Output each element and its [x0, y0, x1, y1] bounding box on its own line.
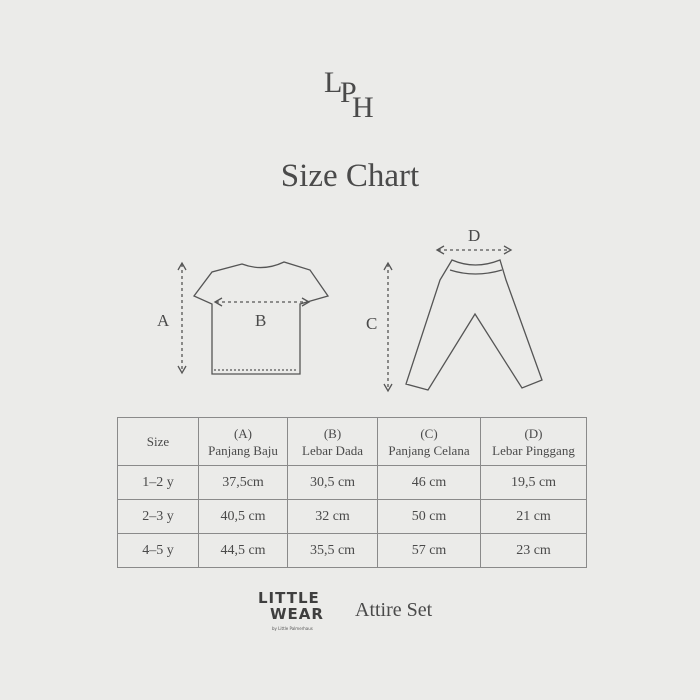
cell: 37,5cm	[198, 465, 288, 500]
product-name: Attire Set	[355, 599, 433, 621]
cell: 35,5 cm	[287, 533, 378, 568]
svg-text:L: L	[324, 66, 342, 99]
svg-text:P: P	[340, 76, 357, 109]
cell: 23 cm	[480, 533, 587, 568]
little-wear-logo: LITTLE WEAR by Little Palmerhaus	[258, 589, 324, 631]
label-c: C	[366, 314, 378, 333]
cell: 57 cm	[377, 533, 481, 568]
cell: 30,5 cm	[287, 465, 378, 500]
cell: 40,5 cm	[198, 499, 288, 534]
lph-logo: L P H	[324, 66, 374, 122]
cell: 1–2 y	[117, 465, 199, 500]
cell: 21 cm	[480, 499, 587, 534]
cell: 2–3 y	[117, 499, 199, 534]
label-a: A	[157, 311, 170, 330]
table-header-row: Size (A) Panjang Baju (B) Lebar Dada (C) Pa…	[117, 417, 587, 466]
pants-outline	[405, 259, 543, 391]
cell: 19,5 cm	[480, 465, 587, 500]
tshirt-outline	[192, 261, 330, 375]
header-d: (D) Lebar Pinggang	[480, 417, 587, 466]
header-a: (A) Panjang Baju	[198, 417, 288, 466]
table-row: 4–5 y 44,5 cm 35,5 cm 57 cm 23 cm	[117, 533, 587, 568]
header-c: (C) Panjang Celana	[377, 417, 481, 466]
cell: 44,5 cm	[198, 533, 288, 568]
header-b: (B) Lebar Dada	[287, 417, 378, 466]
page-title: Size Chart	[280, 158, 420, 194]
cell: 46 cm	[377, 465, 481, 500]
svg-text:H: H	[352, 91, 374, 122]
size-table: Size (A) Panjang Baju (B) Lebar Dada (C) Pa…	[117, 417, 587, 568]
garment-diagram	[177, 245, 543, 393]
header-size: Size	[117, 417, 199, 466]
cell: 50 cm	[377, 499, 481, 534]
table-row: 2–3 y 40,5 cm 32 cm 50 cm 21 cm	[117, 499, 587, 534]
table-row: 1–2 y 37,5cm 30,5 cm 46 cm 19,5 cm	[117, 465, 587, 500]
cell: 4–5 y	[117, 533, 199, 568]
label-d: D	[468, 226, 481, 245]
cell: 32 cm	[287, 499, 378, 534]
label-b: B	[255, 311, 267, 330]
